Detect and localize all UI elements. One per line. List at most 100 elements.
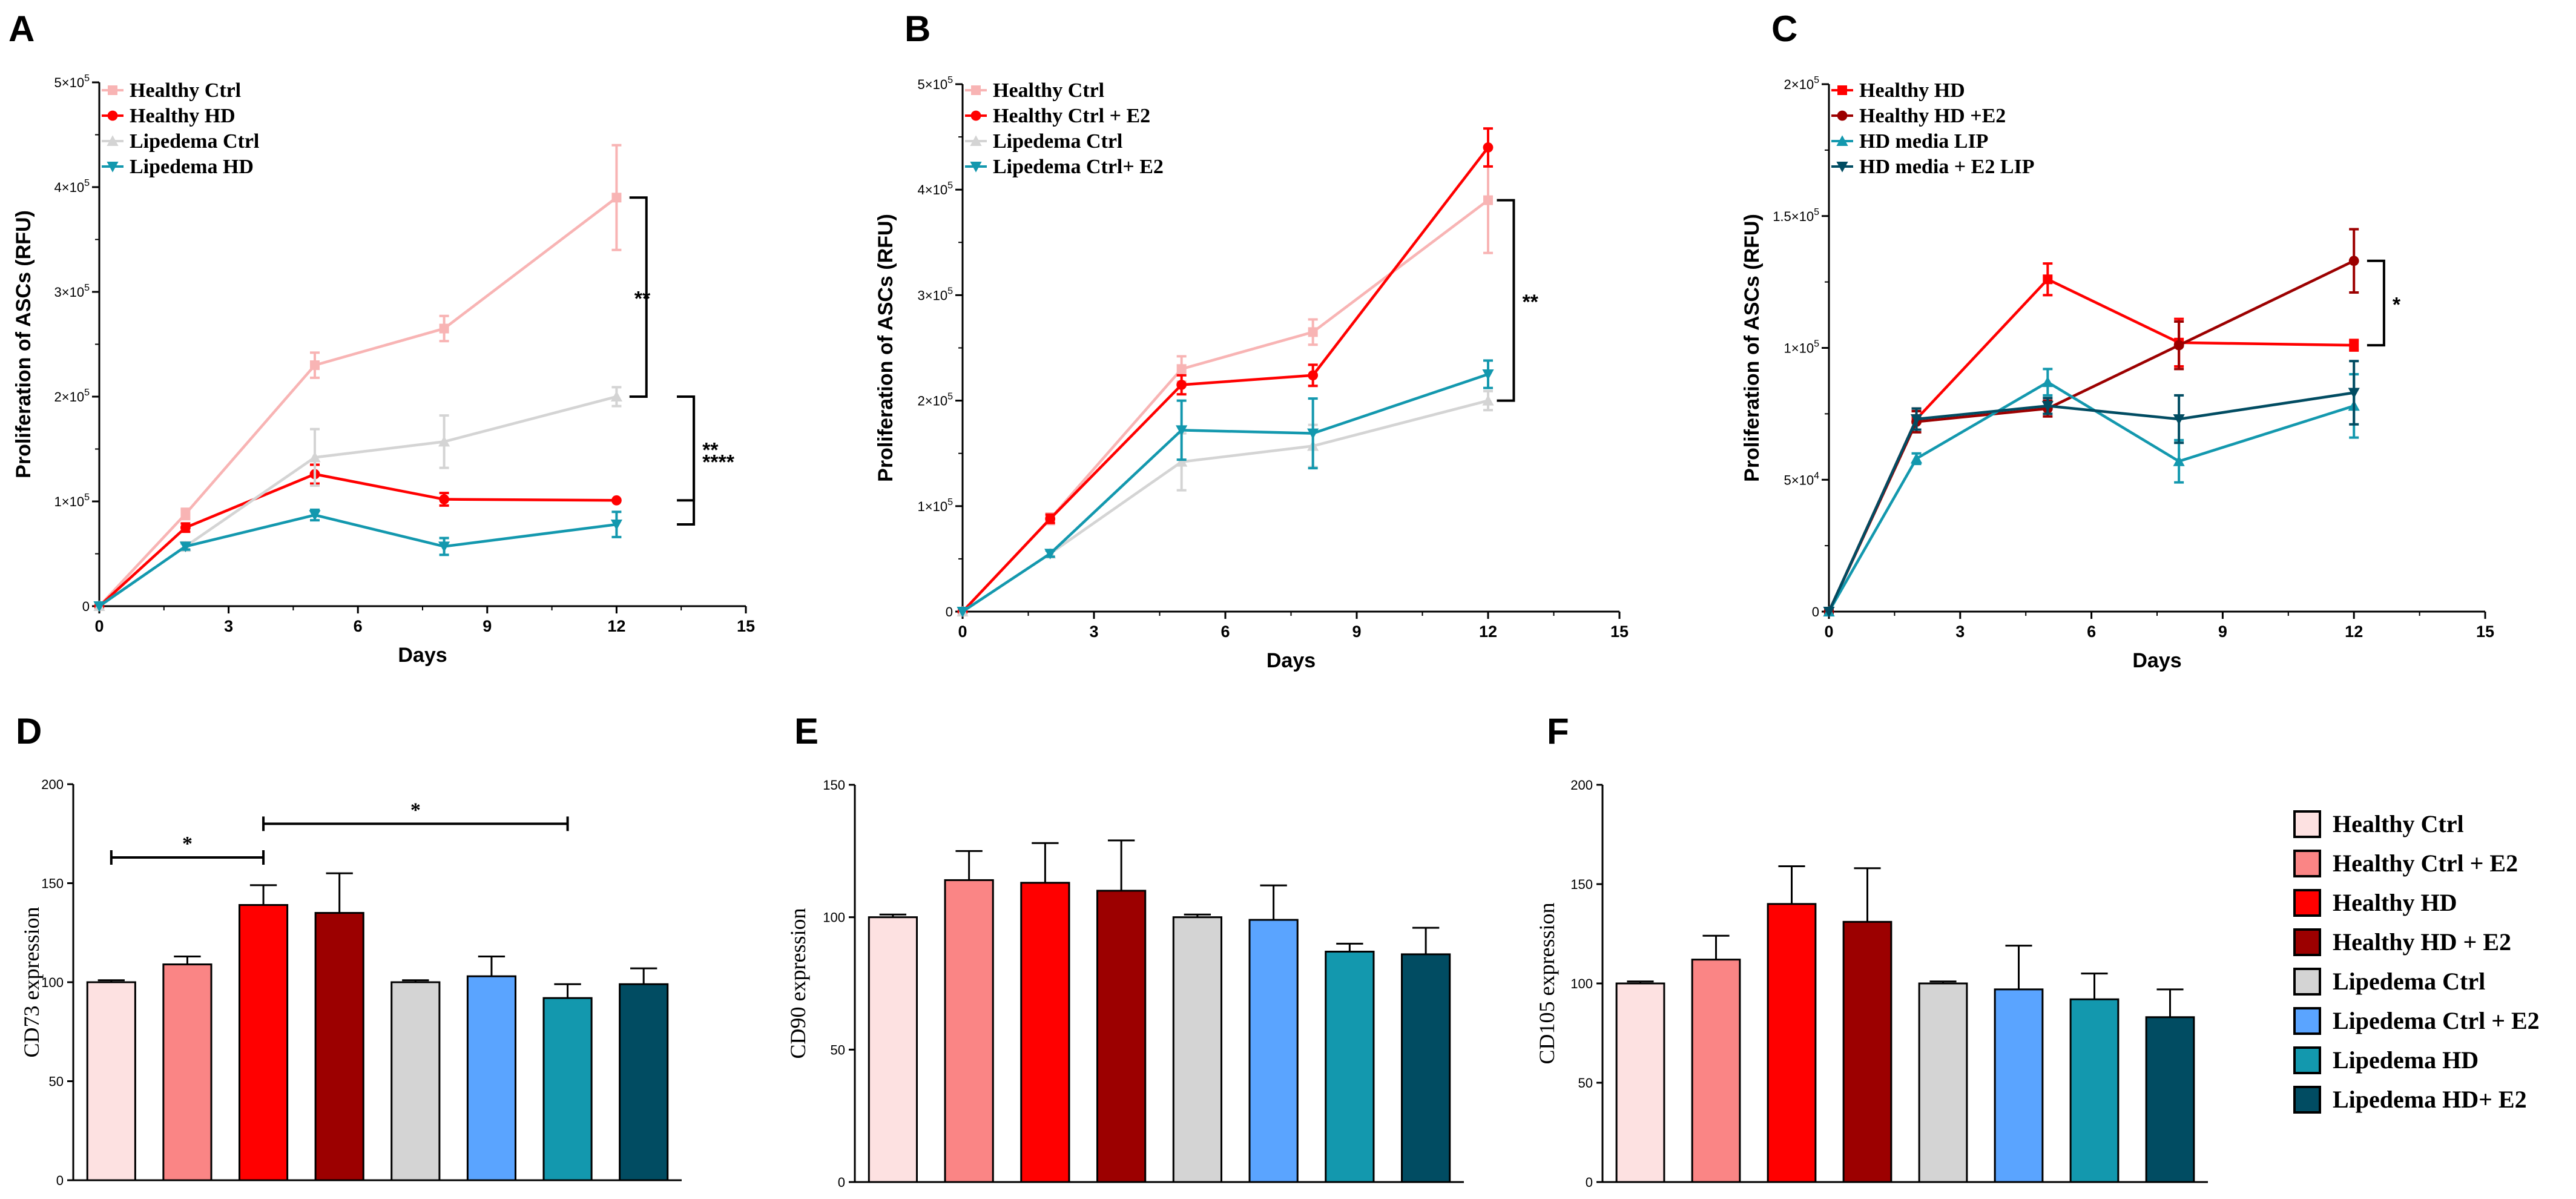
x-tick-label: 15 bbox=[2476, 623, 2494, 641]
series-line bbox=[98, 196, 618, 607]
significance-bracket: **** bbox=[677, 395, 735, 526]
bar-rect bbox=[619, 983, 669, 1181]
legend-swatch bbox=[2293, 1046, 2321, 1074]
y-tick-label: 1×105 bbox=[918, 497, 954, 514]
y-tick-label: 5×105 bbox=[54, 73, 90, 90]
legend-swatch bbox=[2293, 889, 2321, 917]
legend-label: Healthy Ctrl + E2 bbox=[2333, 850, 2518, 877]
x-tick-label: 6 bbox=[1220, 623, 1230, 641]
y-tick-label: 5×104 bbox=[1784, 471, 1820, 487]
legend-item-lipedema-hd: Lipedema HD bbox=[2293, 1046, 2479, 1074]
chart-panel-e: E 0 50 100 150 CD90 expression bbox=[786, 711, 1464, 1190]
data-point bbox=[2173, 414, 2185, 425]
legend-label: Healthy Ctrl bbox=[130, 79, 241, 102]
bar-healthy-hd-e2 bbox=[314, 872, 364, 1181]
x-tick-label: 0 bbox=[94, 617, 104, 635]
legend-item-healthy-hd-e2: Healthy HD + E2 bbox=[2293, 928, 2511, 956]
bar-rect bbox=[1918, 982, 1968, 1183]
data-point bbox=[2041, 376, 2054, 388]
series-lipedema-ctrl bbox=[957, 389, 1494, 616]
panel-label: E bbox=[794, 711, 819, 751]
legend-label: HD media LIP bbox=[1859, 130, 1988, 153]
significance-label: ** bbox=[634, 288, 651, 311]
y-tick-mantissa: 1×10 bbox=[918, 499, 948, 514]
bracket-line bbox=[1497, 199, 1515, 402]
data-point bbox=[309, 451, 321, 463]
bar-rect bbox=[944, 879, 994, 1183]
significance-bracket: ** bbox=[677, 395, 719, 502]
x-tick-label: 15 bbox=[1610, 623, 1629, 641]
panel-label: C bbox=[1771, 8, 1797, 49]
y-tick-mantissa: 1×10 bbox=[54, 494, 85, 509]
x-tick-label: 6 bbox=[2087, 623, 2096, 641]
legend-label: Lipedema Ctrl+ E2 bbox=[993, 156, 1164, 178]
significance-bracket: * bbox=[110, 833, 265, 865]
data-point bbox=[179, 541, 191, 552]
legend-label: Healthy HD + E2 bbox=[2333, 928, 2511, 956]
y-tick-exponent: 5 bbox=[84, 73, 90, 84]
y-tick-exponent: 5 bbox=[947, 497, 953, 507]
series-healthy-ctrl bbox=[94, 144, 622, 611]
data-point bbox=[1823, 607, 1835, 618]
data-point bbox=[180, 522, 191, 533]
y-tick-label: 0 bbox=[838, 1175, 845, 1190]
data-point bbox=[1176, 380, 1187, 390]
y-tick-mantissa: 3×10 bbox=[918, 288, 948, 303]
legend-marker bbox=[1837, 85, 1847, 95]
bar-lipedema-ctrl bbox=[1172, 913, 1222, 1183]
significance-bracket: ** bbox=[629, 196, 651, 398]
y-tick-mantissa: 2×10 bbox=[54, 389, 85, 405]
legend-item-healthy-hd: Healthy HD bbox=[2293, 889, 2457, 917]
bar-healthy-hd bbox=[238, 884, 289, 1181]
y-tick-mantissa: 5×10 bbox=[54, 75, 85, 90]
data-point bbox=[2173, 340, 2184, 351]
y-tick-label: 0 bbox=[1586, 1175, 1593, 1190]
bracket-line bbox=[2367, 259, 2385, 347]
data-point bbox=[310, 360, 320, 371]
series-lipedema-hd bbox=[93, 508, 622, 612]
y-tick-mantissa: 3×10 bbox=[54, 285, 85, 300]
data-point bbox=[1307, 428, 1319, 440]
bar-rect bbox=[1767, 903, 1817, 1183]
bar-lipedema-ctrl-e2 bbox=[1248, 884, 1299, 1183]
x-tick-label: 6 bbox=[354, 617, 363, 635]
data-point bbox=[611, 495, 622, 506]
data-point bbox=[1176, 425, 1188, 436]
legend-label: Lipedema Ctrl bbox=[2333, 968, 2485, 995]
y-tick-label: 50 bbox=[49, 1074, 64, 1089]
chart-panel-d: D 0 50 100 150 200 CD73 expression * * bbox=[16, 711, 682, 1188]
data-point bbox=[2349, 340, 2359, 351]
data-point bbox=[1483, 195, 1493, 205]
legend-marker bbox=[1836, 135, 1848, 146]
bar-legend: Healthy Ctrl Healthy Ctrl + E2 Healthy HD H… bbox=[2293, 810, 2540, 1114]
bar-rect bbox=[1020, 882, 1070, 1183]
x-tick-label: 9 bbox=[2218, 623, 2227, 641]
legend-swatch bbox=[2293, 850, 2321, 877]
y-tick-label: 1×105 bbox=[1784, 339, 1820, 356]
y-tick-label: 1×105 bbox=[54, 492, 90, 509]
series-healthy-ctrl-e2 bbox=[957, 127, 1494, 617]
legend-item-healthy-ctrl-e2: Healthy Ctrl + E2 bbox=[2293, 850, 2518, 877]
x-tick-label: 0 bbox=[958, 623, 967, 641]
series-line bbox=[1827, 391, 2354, 612]
y-axis-label: Proliferation of ASCs (RFU) bbox=[12, 210, 35, 478]
data-point bbox=[2348, 256, 2359, 266]
legend-marker bbox=[970, 110, 981, 121]
bar-rect bbox=[542, 997, 593, 1181]
x-tick-label: 12 bbox=[2345, 623, 2363, 641]
series-line bbox=[98, 514, 617, 607]
bar-rect bbox=[162, 963, 212, 1181]
y-axis-label: Proliferation of ASCs (RFU) bbox=[874, 214, 897, 482]
legend-label: Healthy Ctrl bbox=[993, 79, 1104, 102]
y-tick-exponent: 5 bbox=[947, 286, 953, 296]
data-point bbox=[610, 391, 622, 401]
bar-healthy-ctrl-e2 bbox=[162, 955, 212, 1181]
legend-item-healthy-ctrl: Healthy Ctrl bbox=[2293, 810, 2464, 838]
y-axis-label: CD105 expression bbox=[1535, 903, 1559, 1065]
bar-rect bbox=[86, 981, 136, 1181]
y-tick-exponent: 5 bbox=[1814, 75, 1819, 85]
bar-rect bbox=[1096, 890, 1147, 1183]
bar-lipedema-ctrl-e2 bbox=[466, 955, 517, 1181]
legend-swatch bbox=[2293, 1007, 2321, 1035]
